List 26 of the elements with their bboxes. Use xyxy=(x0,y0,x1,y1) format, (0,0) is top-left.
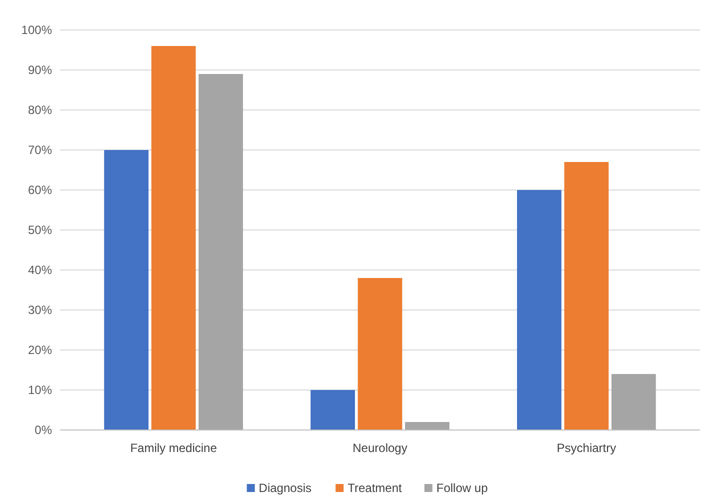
y-tick-label: 80% xyxy=(28,103,52,117)
legend-label: Diagnosis xyxy=(258,481,312,495)
bar xyxy=(611,374,656,430)
bar xyxy=(151,46,196,430)
bar xyxy=(198,74,243,430)
bar xyxy=(405,422,450,430)
y-tick-label: 10% xyxy=(28,383,52,397)
y-tick-label: 90% xyxy=(28,63,52,77)
y-tick-label: 50% xyxy=(28,223,52,237)
y-tick-label: 30% xyxy=(28,303,52,317)
x-tick-label: Psychiartry xyxy=(556,441,616,455)
y-tick-label: 100% xyxy=(21,23,52,37)
x-tick-label: Family medicine xyxy=(130,441,218,455)
bar xyxy=(564,162,609,430)
bar xyxy=(104,150,149,430)
bar xyxy=(358,278,402,430)
y-tick-label: 0% xyxy=(34,423,52,437)
y-tick-label: 20% xyxy=(28,343,52,357)
y-tick-label: 60% xyxy=(28,183,52,197)
bar xyxy=(517,190,562,430)
x-tick-label: Neurology xyxy=(352,441,408,455)
y-tick-label: 40% xyxy=(28,263,52,277)
legend-label: Follow up xyxy=(436,481,488,495)
bar xyxy=(310,390,355,430)
y-tick-label: 70% xyxy=(28,143,52,157)
legend-label: Treatment xyxy=(348,481,403,495)
